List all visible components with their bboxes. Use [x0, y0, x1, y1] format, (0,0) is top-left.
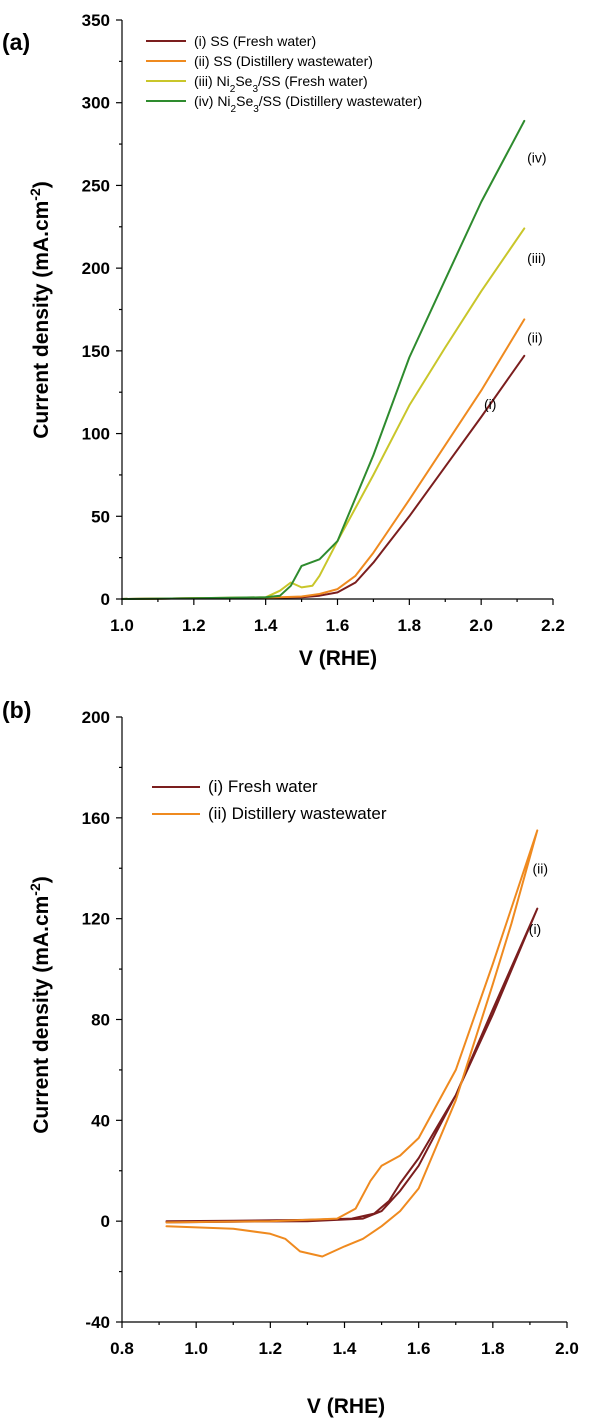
- y-tick-label: 300: [82, 94, 110, 113]
- curve-tags-b: (i) (ii): [529, 860, 548, 937]
- y-tick-label: 40: [91, 1111, 110, 1130]
- x-axis-title-a: V (RHE): [299, 647, 377, 670]
- panel-label-b: (b): [2, 697, 31, 723]
- curve-tag: (i): [484, 396, 496, 412]
- x-tick-label: 1.4: [254, 616, 278, 635]
- legend-entry: (iv) Ni2Se3/SS (Distillery wastewater): [194, 93, 422, 115]
- series-group-b: [165, 829, 539, 1258]
- x-tick-label: 1.6: [407, 1339, 431, 1358]
- y-axis-title-b: Current density (mA.cm-2): [27, 876, 53, 1134]
- y-tick-label: 250: [82, 176, 110, 195]
- y-axis-title-a: Current density (mA.cm-2): [27, 181, 53, 439]
- x-tick-label: 1.2: [259, 1339, 283, 1358]
- x-tick-label: 1.2: [182, 616, 206, 635]
- curve-tag: (iii): [527, 250, 546, 266]
- y-tick-label: 0: [101, 1212, 110, 1231]
- curve-tag: (ii): [533, 860, 549, 876]
- legend-entry: (iii) Ni2Se3/SS (Fresh water): [194, 73, 368, 95]
- legend-a: (i) SS (Fresh water) (ii) SS (Distillery …: [146, 33, 422, 115]
- x-tick-label: 1.8: [481, 1339, 505, 1358]
- legend-entry: (ii) Distillery wastewater: [208, 804, 387, 823]
- curve-tag: (iv): [527, 149, 546, 165]
- series-line-2: [165, 829, 539, 1258]
- series-line-1: [165, 907, 539, 1224]
- y-tick-label: 120: [82, 910, 110, 929]
- curve-tag: (i): [529, 921, 541, 937]
- y-tick-label: 160: [82, 809, 110, 828]
- legend-entry: (i) SS (Fresh water): [194, 33, 316, 49]
- chart-panel-b: (b) -40 0 40 80 120 160 200 0.8 1.0 1.2 1.4 1.6 1.8 2…: [2, 697, 579, 1418]
- curve-tag: (ii): [527, 330, 543, 346]
- x-tick-label: 1.0: [110, 616, 134, 635]
- y-tick-label: 80: [91, 1011, 110, 1030]
- x-tick-label: 2.0: [469, 616, 493, 635]
- legend-b: (i) Fresh water (ii) Distillery wastewate…: [152, 777, 387, 823]
- y-tick-label: 200: [82, 708, 110, 727]
- series-group-a: [121, 119, 526, 600]
- x-tick-label: 2.0: [555, 1339, 579, 1358]
- x-tick-label: 1.6: [326, 616, 350, 635]
- legend-entry: (i) Fresh water: [208, 777, 318, 796]
- x-tick-label: 0.8: [110, 1339, 134, 1358]
- x-tick-label: 1.4: [333, 1339, 357, 1358]
- y-tick-label: 200: [82, 259, 110, 278]
- y-tick-label: 0: [101, 590, 110, 609]
- x-tick-label: 2.2: [541, 616, 565, 635]
- y-tick-label: 50: [91, 507, 110, 526]
- legend-entry: (ii) SS (Distillery wastewater): [194, 53, 373, 69]
- curve-tags-a: (i) (ii) (iii) (iv): [484, 149, 547, 411]
- chart-panel-a: (a) 0 50 100 150 200 250 300 350 1.0 1.2 1.4 1.6 1.8…: [2, 11, 565, 670]
- axes-a: 0 50 100 150 200 250 300 350 1.0 1.2 1.4 1.6 1.8 2.0 2…: [82, 11, 565, 635]
- y-tick-label: 350: [82, 11, 110, 30]
- y-tick-label: 100: [82, 425, 110, 444]
- y-tick-label: 150: [82, 342, 110, 361]
- panel-label-a: (a): [2, 29, 30, 55]
- series-line-4: [121, 119, 526, 600]
- x-tick-label: 1.0: [184, 1339, 208, 1358]
- x-tick-label: 1.8: [398, 616, 422, 635]
- y-tick-label: -40: [85, 1313, 110, 1332]
- axes-b: -40 0 40 80 120 160 200 0.8 1.0 1.2 1.4 1.6 1.8 2.0: [82, 708, 579, 1358]
- x-axis-title-b: V (RHE): [307, 1395, 385, 1418]
